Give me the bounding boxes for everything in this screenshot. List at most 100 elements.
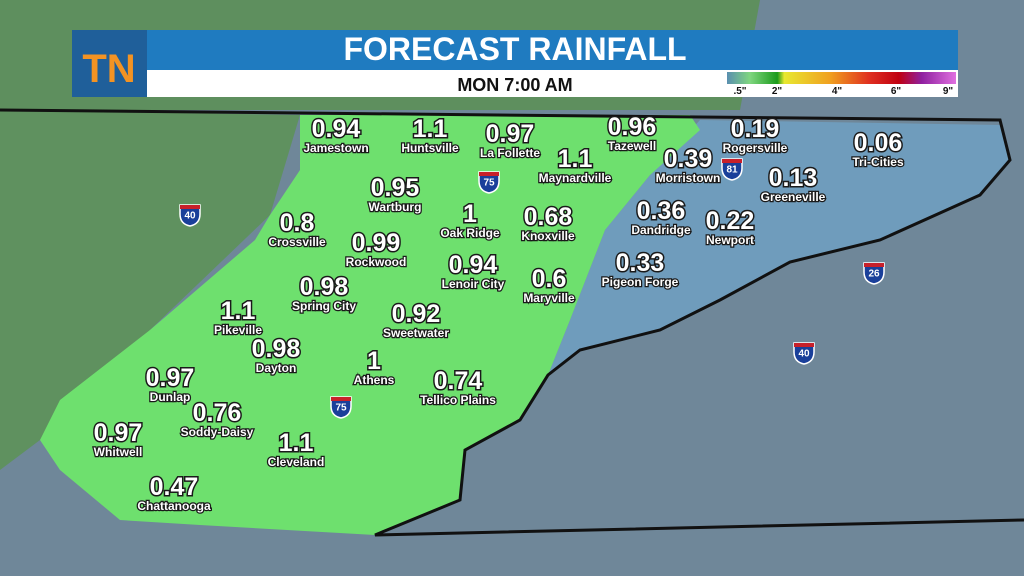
rain-value: 1.1 [413,115,448,143]
city-name: Maynardville [539,171,612,185]
rain-value: 0.98 [300,273,349,301]
shield-number: 75 [483,178,495,189]
rain-value: 0.13 [769,164,818,192]
rain-value: 0.22 [706,207,755,235]
rain-value: 0.06 [854,129,903,157]
city-name: Tellico Plains [420,393,496,407]
city-name: Chattanooga [137,499,211,513]
rain-value: 0.94 [312,115,361,143]
city-name: Dandridge [631,223,691,237]
shield-shape [330,396,352,419]
shield-top [479,172,499,176]
logo: TN [82,47,135,91]
rain-value: 1.1 [279,429,314,457]
city-name: Pikeville [214,323,262,337]
legend-label: 2" [772,86,783,97]
logo-box [72,30,147,97]
legend-label: .5" [733,86,746,97]
city-name: Jamestown [303,141,368,155]
city-name: Dayton [256,361,297,375]
subtitle: MON 7:00 AM [457,75,572,95]
light-rain-area [548,120,1010,375]
shield-top [794,343,814,347]
title: FORECAST RAINFALL [343,31,686,67]
shield-shape [793,342,815,365]
shield-number: 75 [335,403,347,414]
city-name: Maryville [523,291,575,305]
city-name: Spring City [292,299,356,313]
interstate-shield: 26 [863,262,885,285]
interstate-shield: 75 [330,396,352,419]
shield-number: 26 [868,269,880,280]
subtitle-bar [147,70,725,97]
city-name: Soddy-Daisy [181,425,254,439]
city-name: Athens [354,373,395,387]
city-name: Tazewell [608,139,656,153]
shield-shape [179,204,201,227]
city-name: Dunlap [150,390,191,404]
legend-label: 4" [832,86,843,97]
legend-gradient [727,72,956,84]
rain-value: 0.74 [434,367,483,395]
city-name: Crossville [268,235,326,249]
rain-value: 0.6 [532,265,567,293]
city-name: Rogersville [723,141,788,155]
rain-value: 1 [367,347,381,375]
city-name: Lenoir City [442,277,505,291]
rain-value: 1.1 [221,297,256,325]
shield-shape [478,171,500,194]
rain-value: 0.8 [280,209,315,237]
rain-value: 0.98 [252,335,301,363]
rain-value: 0.99 [352,229,401,257]
rain-value: 0.97 [486,120,535,148]
rain-value: 0.19 [731,115,780,143]
city-name: Sweetwater [383,326,449,340]
shield-number: 40 [798,349,810,360]
shield-shape [863,262,885,285]
legend-label: 6" [891,86,902,97]
shield-top [180,205,200,209]
shield-top [864,263,884,267]
rain-value: 0.47 [150,473,199,501]
city-name: Greeneville [761,190,826,204]
heavy-rain-area [40,115,700,535]
shield-top [331,397,351,401]
city-name: Rockwood [346,255,407,269]
interstate-shield: 40 [179,204,201,227]
interstate-shield: 81 [721,158,743,181]
city-name: Cleveland [268,455,325,469]
rain-value: 0.96 [608,113,657,141]
city-name: Whitwell [94,445,143,459]
city-name: Wartburg [369,200,422,214]
city-name: Tri-Cities [852,155,904,169]
rain-value: 0.92 [392,300,441,328]
shield-number: 40 [184,211,196,222]
rain-value: 1 [463,200,477,228]
middle-tn-area [0,110,300,470]
rain-value: 0.33 [616,249,665,277]
city-name: Newport [706,233,754,247]
interstate-shield: 40 [793,342,815,365]
rain-value: 1.1 [558,145,593,173]
rain-value: 0.76 [193,399,242,427]
